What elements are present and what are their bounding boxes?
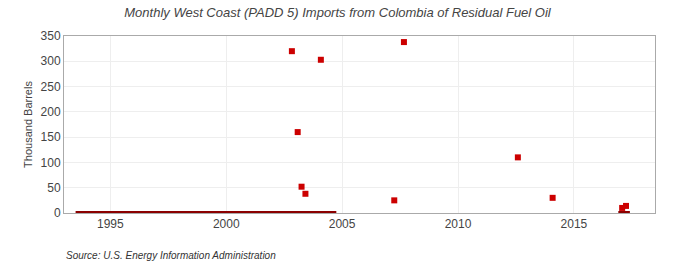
svg-text:Source: U.S. Energy Informatio: Source: U.S. Energy Information Administ… [66, 250, 276, 261]
svg-text:350: 350 [41, 29, 61, 43]
svg-text:2015: 2015 [561, 217, 588, 231]
svg-text:150: 150 [41, 130, 61, 144]
svg-text:2000: 2000 [213, 217, 240, 231]
svg-text:2005: 2005 [329, 217, 356, 231]
svg-text:2010: 2010 [445, 217, 472, 231]
svg-text:1995: 1995 [97, 217, 124, 231]
svg-text:Thousand Barrels: Thousand Barrels [22, 81, 34, 168]
svg-text:250: 250 [41, 80, 61, 94]
svg-text:200: 200 [41, 105, 61, 119]
svg-text:Monthly West Coast (PADD 5) Im: Monthly West Coast (PADD 5) Imports from… [124, 5, 552, 20]
svg-text:0: 0 [54, 206, 61, 220]
svg-text:100: 100 [41, 156, 61, 170]
svg-text:50: 50 [47, 181, 61, 195]
svg-text:300: 300 [41, 54, 61, 68]
